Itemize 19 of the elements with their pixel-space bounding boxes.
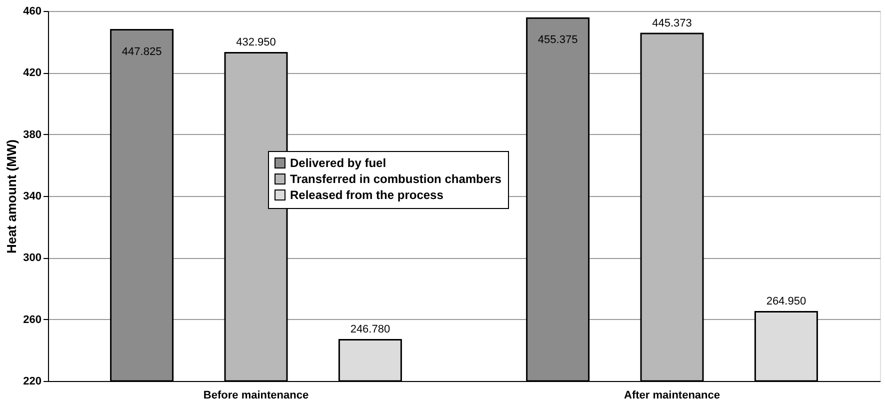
y-tick-label: 220 bbox=[23, 376, 42, 388]
y-axis-title: Heat amount (MW) bbox=[4, 139, 20, 254]
data-label: 432.950 bbox=[236, 36, 276, 49]
legend-label: Released from the process bbox=[290, 188, 444, 202]
y-tick-label: 260 bbox=[23, 314, 42, 326]
data-label: 246.780 bbox=[350, 324, 390, 336]
legend-label: Transferred in combustion chambers bbox=[290, 172, 502, 186]
data-label: 447.825 bbox=[122, 46, 162, 58]
y-tick-label: 340 bbox=[23, 190, 42, 202]
legend-label: Delivered by fuel bbox=[290, 156, 386, 170]
y-tick-label: 300 bbox=[23, 252, 42, 264]
data-label: 264.950 bbox=[766, 296, 806, 308]
y-tick-label: 380 bbox=[23, 128, 42, 141]
y-tick-label: 460 bbox=[23, 6, 42, 18]
data-label: 455.375 bbox=[538, 34, 578, 46]
data-label: 445.373 bbox=[652, 18, 692, 30]
x-tick-label: Before maintenance bbox=[203, 390, 309, 402]
y-tick-label: 420 bbox=[23, 67, 42, 80]
x-tick-label: After maintenance bbox=[624, 390, 720, 402]
